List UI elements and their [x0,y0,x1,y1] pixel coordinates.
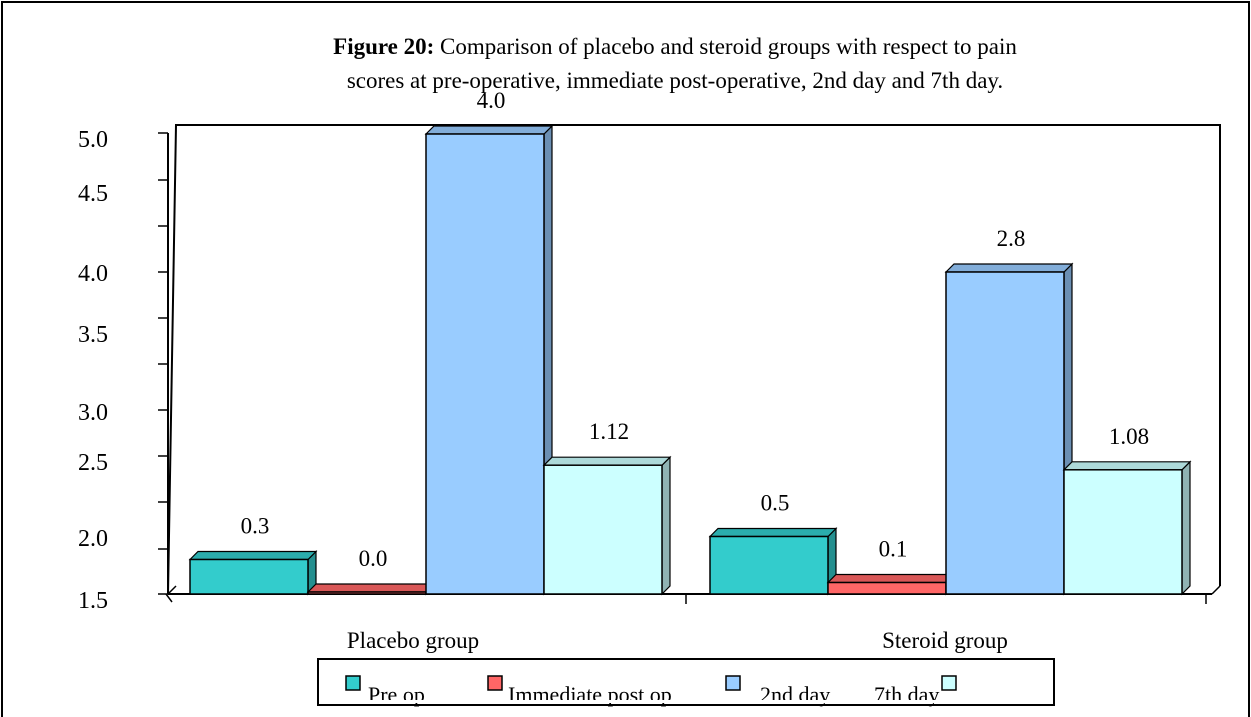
bar-2nd-day [945,271,1065,595]
bar-7th-day [543,464,663,595]
y-tick-label: 4.5 [78,181,108,207]
legend-label: 7th day [874,682,939,707]
y-tick-label: 3.5 [78,322,108,348]
bar-top-2nd-day [424,125,554,135]
title-text-1: Comparison of placebo and steroid groups… [440,34,1017,59]
data-label: 2.8 [997,226,1026,251]
legend-label: Immediate post op [508,682,672,707]
bar-top-immediate-post-op [826,573,956,584]
bar-side-7th-day [661,455,671,596]
figure-number: Figure 20: [333,34,435,59]
legend-swatch-immediate-post-op [487,675,503,691]
legend-swatch-pre-op [345,675,361,691]
y-tick-label: 4.0 [78,261,108,287]
y-tick-label: 5.0 [78,127,108,153]
bar-top-7th-day [1062,461,1192,471]
bar-top-pre-op [188,550,318,561]
plot-back-wall [167,124,1221,595]
data-label: 0.1 [879,537,908,562]
bar-top-immediate-post-op [306,583,436,593]
bar-7th-day [1063,469,1183,595]
bar-immediate-post-op [827,581,947,595]
data-label: 1.12 [589,419,629,444]
floor-left-edge [167,585,177,595]
legend-label: Pre op [368,682,425,707]
data-label: 1.08 [1109,424,1149,449]
floor-right-edge [1211,585,1221,595]
x-axis-corner [165,593,173,603]
data-label: 0.3 [241,514,270,539]
bar-top-7th-day [542,456,672,466]
data-label: 0.0 [359,546,388,571]
title-line-2: scores at pre-operative, immediate post-… [346,68,1004,93]
legend-box [317,658,1055,706]
x-category-label: Placebo group [347,628,479,653]
bar-pre-op [709,535,829,595]
bar-top-pre-op [708,527,838,538]
y-tick-label: 2.5 [78,450,108,476]
title-line-1: Figure 20: Comparison of placebo and ste… [180,30,1170,64]
bar-top-2nd-day [944,263,1074,273]
legend-clip [330,700,1050,703]
bar-immediate-post-op [307,591,427,595]
legend-swatch-2nd-day [725,675,741,691]
data-label: 4.0 [477,88,506,113]
bar-side-7th-day [1181,460,1191,596]
legend-swatch-7th-day [941,675,957,691]
bar-pre-op [189,558,309,595]
y-tick-label: 1.5 [78,588,108,614]
bar-2nd-day [425,133,545,595]
y-tick-label: 3.0 [78,400,108,426]
chart-title: Figure 20: Comparison of placebo and ste… [180,30,1170,98]
y-tick-label: 2.0 [78,526,108,552]
x-category-label: Steroid group [882,628,1008,653]
data-label: 0.5 [761,491,790,516]
legend-label: 2nd day [760,682,830,707]
